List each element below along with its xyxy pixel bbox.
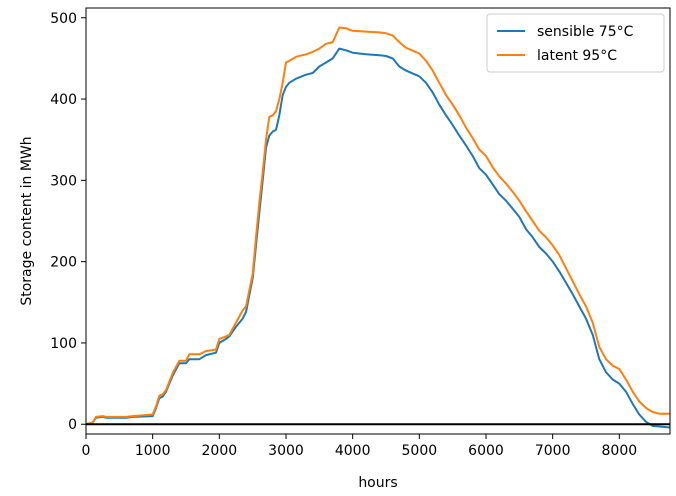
legend-label-1: latent 95°C [537,48,617,64]
x-tick-label: 0 [82,443,91,459]
plot-area [85,7,671,435]
y-tick-label: 500 [50,11,77,27]
x-tick-label: 2000 [202,443,238,459]
x-tick-label: 3000 [268,443,304,459]
y-axis-label: Storage content in MWh [19,136,35,305]
x-tick-label: 4000 [335,443,371,459]
x-axis: 0 1000 2000 3000 4000 5000 6000 7000 8000 [82,434,638,459]
series-line-1 [85,26,670,426]
plot-frame [85,7,671,435]
series-layer [85,26,671,429]
legend-box [486,13,665,73]
legend: sensible 75°C latent 95°C [486,13,665,73]
x-tick-label: 7000 [535,443,571,459]
x-tick-label: 5000 [402,443,438,459]
x-tick-label: 1000 [135,443,171,459]
y-axis: 0 100 200 300 400 500 [50,11,86,433]
series-line-0 [85,47,671,429]
y-tick-label: 400 [50,92,77,108]
legend-label-0: sensible 75°C [537,24,634,40]
x-tick-label: 8000 [602,443,638,459]
x-tick-label: 6000 [468,443,504,459]
x-axis-label: hours [358,475,397,491]
y-tick-label: 0 [68,417,77,433]
y-tick-label: 200 [50,255,77,271]
y-tick-label: 100 [50,336,77,352]
y-tick-label: 300 [50,173,77,189]
